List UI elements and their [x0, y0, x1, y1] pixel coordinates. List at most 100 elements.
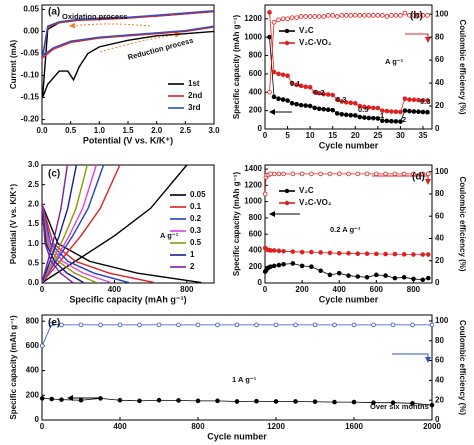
x-tick-label: 0	[263, 285, 268, 294]
data-point	[371, 400, 376, 406]
data-point	[407, 108, 412, 114]
legend-label: 3rd	[188, 103, 201, 112]
data-point	[303, 103, 308, 108]
data-point	[420, 109, 426, 115]
series-line	[41, 164, 74, 284]
data-point	[276, 171, 282, 177]
data-point	[374, 171, 379, 177]
data-point	[327, 250, 333, 256]
data-point	[290, 261, 296, 266]
x-tick-label: 5	[285, 131, 290, 140]
data-point	[410, 322, 415, 328]
data-point	[330, 92, 336, 98]
data-point	[355, 171, 361, 177]
data-point	[411, 97, 417, 103]
data-point	[303, 84, 308, 90]
x-tick-label: 1600	[345, 422, 363, 431]
data-point	[290, 249, 296, 254]
y-tick-label: -0.20	[21, 115, 40, 124]
plot-frame	[41, 314, 433, 421]
annotation: 2	[402, 115, 406, 124]
data-point	[366, 13, 372, 18]
data-point	[343, 13, 349, 18]
data-point	[334, 111, 340, 116]
data-point	[348, 100, 354, 106]
data-point	[411, 252, 416, 257]
legend-label: 2	[190, 262, 195, 271]
panel-label: (a)	[48, 7, 60, 18]
legend-label: 0.05	[190, 190, 206, 199]
y-tick-label: 200	[249, 106, 263, 115]
oxidation-arrow	[69, 22, 151, 29]
data-point	[383, 251, 388, 257]
data-point	[361, 104, 367, 110]
data-point	[392, 171, 398, 177]
y2-tick-label: 0	[435, 124, 440, 133]
y-tick-label: 200	[249, 262, 263, 271]
y-tick-label: 0.05	[23, 5, 39, 14]
data-point	[276, 17, 281, 23]
data-point	[254, 398, 259, 404]
data-point	[276, 96, 281, 101]
data-point	[343, 112, 349, 118]
y2-tick-label: 80	[435, 32, 444, 41]
data-point	[425, 171, 431, 177]
data-point	[285, 16, 290, 22]
data-point	[268, 171, 273, 177]
data-point	[402, 96, 408, 101]
y-axis-title: Specific capacity (mAh g⁻¹)	[232, 15, 241, 120]
data-point	[332, 322, 337, 328]
data-point	[393, 119, 399, 124]
legend-marker	[284, 188, 290, 194]
data-point	[416, 13, 421, 18]
data-point	[299, 249, 305, 255]
data-point	[375, 13, 381, 18]
x-tick-label: 400	[113, 422, 127, 431]
y-axis-title: Specific capacity (mAh g⁻¹)	[9, 315, 18, 420]
x-tick-label: 600	[370, 285, 384, 294]
data-point	[339, 13, 345, 18]
data-point	[312, 14, 317, 19]
panel-label: (e)	[48, 318, 60, 329]
data-point	[355, 274, 361, 279]
data-point	[401, 252, 407, 257]
data-point	[312, 89, 317, 95]
data-point	[371, 115, 376, 121]
data-point	[49, 396, 55, 402]
data-point	[325, 13, 331, 18]
series-line	[41, 164, 130, 284]
y2-tick-label: 40	[435, 375, 444, 384]
data-point	[407, 97, 412, 102]
legend-label: V₂C	[299, 26, 314, 35]
panel: 0.0 0.5 1.0 1.5 2.0 2.5 3.0 -0.20 -0.15 -0.10 -0.0…	[9, 4, 220, 145]
x-tick-label: 400	[108, 285, 122, 294]
data-point	[294, 15, 299, 20]
data-point	[307, 84, 313, 90]
x-axis-title: Cycle number	[319, 294, 379, 304]
data-point	[117, 322, 123, 328]
data-point	[398, 109, 403, 115]
data-point	[351, 399, 357, 405]
y-tick-label: 600	[249, 229, 263, 238]
data-point	[330, 107, 336, 113]
data-point	[321, 106, 326, 112]
legend-label: 1st	[188, 79, 200, 88]
y2-tick-label: 100	[435, 9, 449, 18]
annotation: 0.3	[336, 95, 346, 104]
data-point	[374, 251, 379, 257]
y2-tick-label: 60	[435, 211, 444, 220]
data-point	[352, 100, 358, 106]
y-axis-title: Potential (V vs. K/K⁺)	[9, 184, 18, 265]
legend-label: V₂C-VO₂	[299, 198, 332, 207]
data-point	[307, 14, 313, 19]
data-point	[420, 252, 426, 257]
y-tick-label: 0	[258, 278, 263, 287]
data-point	[39, 343, 45, 349]
data-point	[321, 91, 326, 97]
data-point	[364, 275, 370, 280]
y2-tick-label: 0	[435, 278, 440, 287]
data-point	[280, 16, 286, 22]
data-point	[357, 114, 363, 120]
data-point	[156, 322, 162, 328]
